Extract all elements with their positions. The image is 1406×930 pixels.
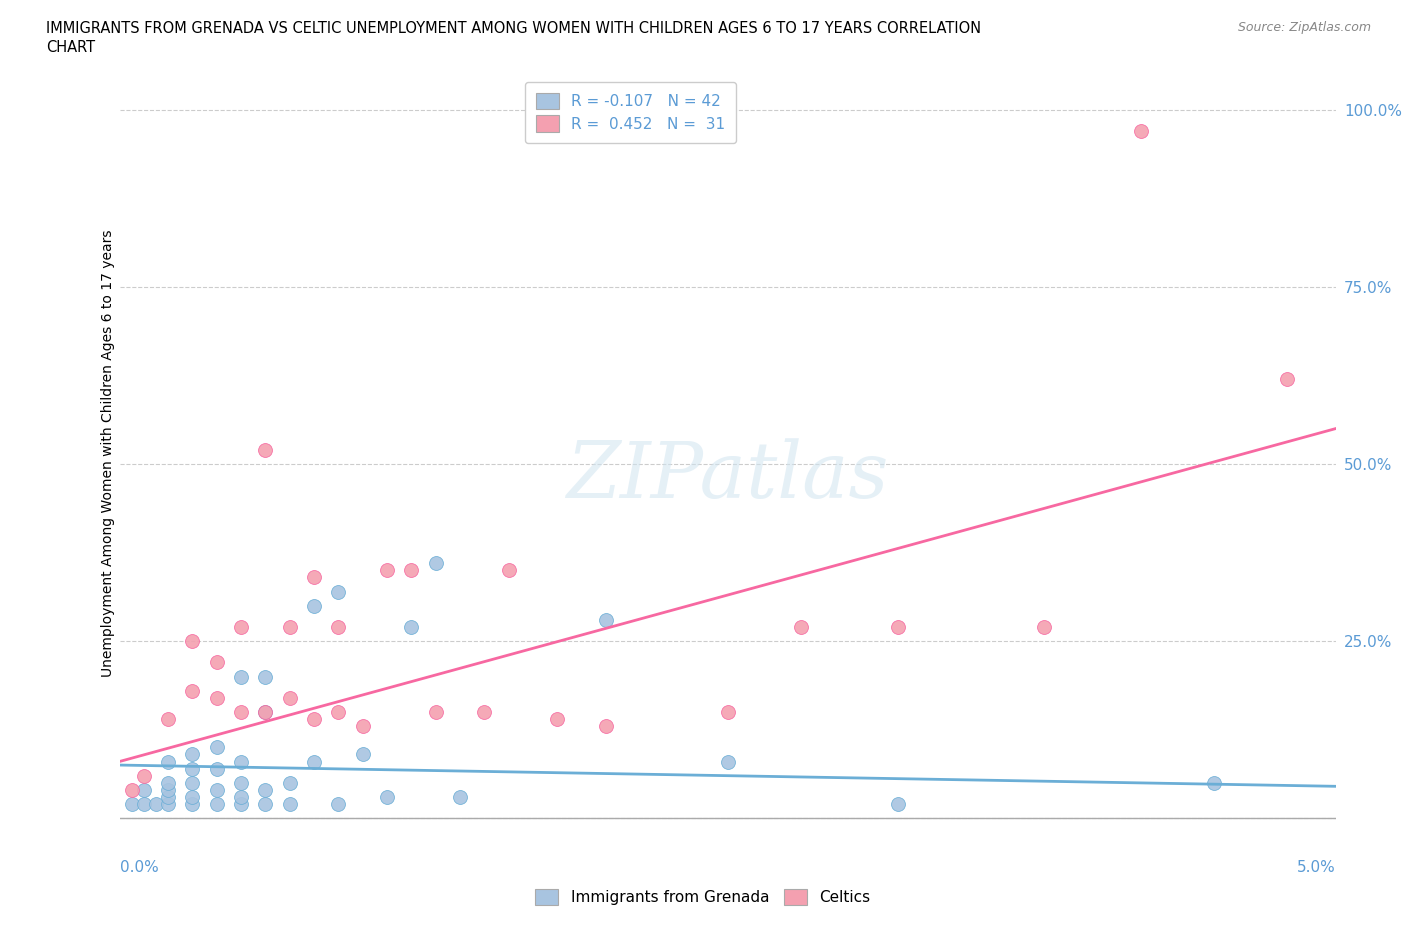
Point	[472, 705, 496, 720]
Point	[157, 782, 180, 797]
Point	[254, 443, 277, 458]
Point	[231, 754, 253, 769]
Text: Source: ZipAtlas.com: Source: ZipAtlas.com	[1237, 21, 1371, 34]
Point	[352, 747, 374, 762]
Point	[302, 754, 325, 769]
Point	[157, 797, 180, 812]
Point	[278, 776, 301, 790]
Point	[302, 570, 325, 585]
Point	[181, 684, 204, 698]
Point	[401, 563, 423, 578]
Point	[231, 705, 253, 720]
Legend: Immigrants from Grenada, Celtics: Immigrants from Grenada, Celtics	[529, 883, 877, 911]
Point	[231, 790, 253, 804]
Point	[328, 584, 350, 599]
Text: ZIPatlas: ZIPatlas	[567, 438, 889, 514]
Point	[181, 776, 204, 790]
Point	[121, 797, 143, 812]
Point	[352, 719, 374, 734]
Text: 0.0%: 0.0%	[120, 860, 159, 875]
Point	[121, 782, 143, 797]
Point	[254, 705, 277, 720]
Point	[157, 790, 180, 804]
Point	[181, 761, 204, 776]
Point	[145, 797, 167, 812]
Text: IMMIGRANTS FROM GRENADA VS CELTIC UNEMPLOYMENT AMONG WOMEN WITH CHILDREN AGES 6 : IMMIGRANTS FROM GRENADA VS CELTIC UNEMPL…	[46, 21, 981, 36]
Point	[717, 754, 740, 769]
Point	[328, 797, 350, 812]
Point	[181, 790, 204, 804]
Point	[132, 782, 155, 797]
Point	[595, 719, 617, 734]
Point	[132, 797, 155, 812]
Point	[1204, 776, 1226, 790]
Point	[181, 747, 204, 762]
Point	[231, 797, 253, 812]
Text: CHART: CHART	[46, 40, 96, 55]
Point	[449, 790, 471, 804]
Point	[717, 705, 740, 720]
Point	[789, 619, 811, 634]
Point	[205, 740, 228, 755]
Point	[375, 790, 398, 804]
Point	[254, 782, 277, 797]
Point	[375, 563, 398, 578]
Point	[887, 797, 910, 812]
Legend: R = -0.107   N = 42, R =  0.452   N =  31: R = -0.107 N = 42, R = 0.452 N = 31	[524, 82, 735, 143]
Point	[205, 782, 228, 797]
Point	[231, 776, 253, 790]
Point	[498, 563, 520, 578]
Point	[132, 768, 155, 783]
Point	[302, 711, 325, 726]
Point	[254, 705, 277, 720]
Point	[231, 619, 253, 634]
Point	[425, 705, 447, 720]
Point	[887, 619, 910, 634]
Point	[1032, 619, 1054, 634]
Text: 5.0%: 5.0%	[1296, 860, 1336, 875]
Point	[328, 619, 350, 634]
Y-axis label: Unemployment Among Women with Children Ages 6 to 17 years: Unemployment Among Women with Children A…	[101, 230, 115, 677]
Point	[205, 761, 228, 776]
Point	[401, 619, 423, 634]
Point	[157, 776, 180, 790]
Point	[1130, 124, 1153, 139]
Point	[595, 612, 617, 627]
Point	[181, 797, 204, 812]
Point	[157, 711, 180, 726]
Point	[278, 690, 301, 705]
Point	[278, 797, 301, 812]
Point	[205, 655, 228, 670]
Point	[1275, 372, 1298, 387]
Point	[157, 754, 180, 769]
Point	[302, 598, 325, 613]
Point	[278, 619, 301, 634]
Point	[328, 705, 350, 720]
Point	[181, 633, 204, 648]
Point	[425, 556, 447, 571]
Point	[205, 690, 228, 705]
Point	[254, 669, 277, 684]
Point	[205, 797, 228, 812]
Point	[546, 711, 568, 726]
Point	[231, 669, 253, 684]
Point	[254, 797, 277, 812]
